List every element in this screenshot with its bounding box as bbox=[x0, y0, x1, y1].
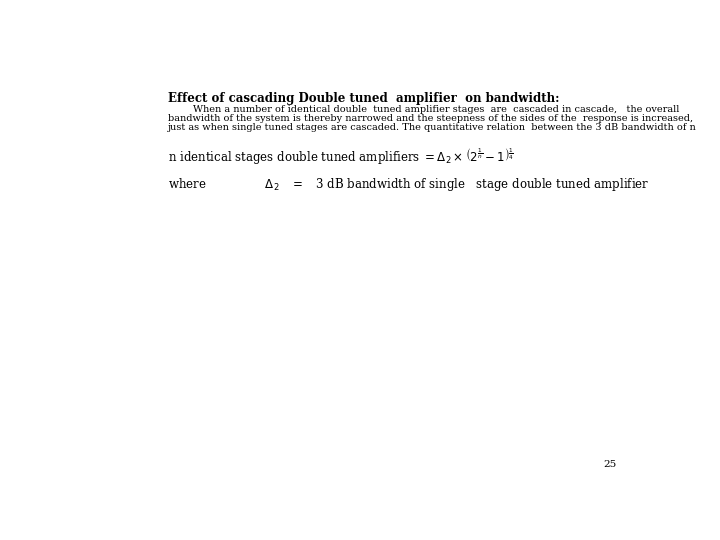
Text: When a number of identical double  tuned amplifier stages  are  cascaded in casc: When a number of identical double tuned … bbox=[168, 105, 679, 114]
Text: bandwidth of the system is thereby narrowed and the steepness of the sides of th: bandwidth of the system is thereby narro… bbox=[168, 114, 693, 123]
Text: 25: 25 bbox=[604, 460, 617, 469]
Text: where                $\Delta_2$   $=$   3 dB bandwidth of single   stage double : where $\Delta_2$ $=$ 3 dB bandwidth of s… bbox=[168, 177, 649, 193]
Text: n identical stages double tuned amplifiers $= \Delta_2 \times \left(2^{\frac{1}{: n identical stages double tuned amplifie… bbox=[168, 147, 513, 167]
Text: just as when single tuned stages are cascaded. The quantitative relation  betwee: just as when single tuned stages are cas… bbox=[168, 123, 696, 132]
Text: Effect of cascading Double tuned  amplifier  on bandwidth:: Effect of cascading Double tuned amplifi… bbox=[168, 92, 559, 105]
